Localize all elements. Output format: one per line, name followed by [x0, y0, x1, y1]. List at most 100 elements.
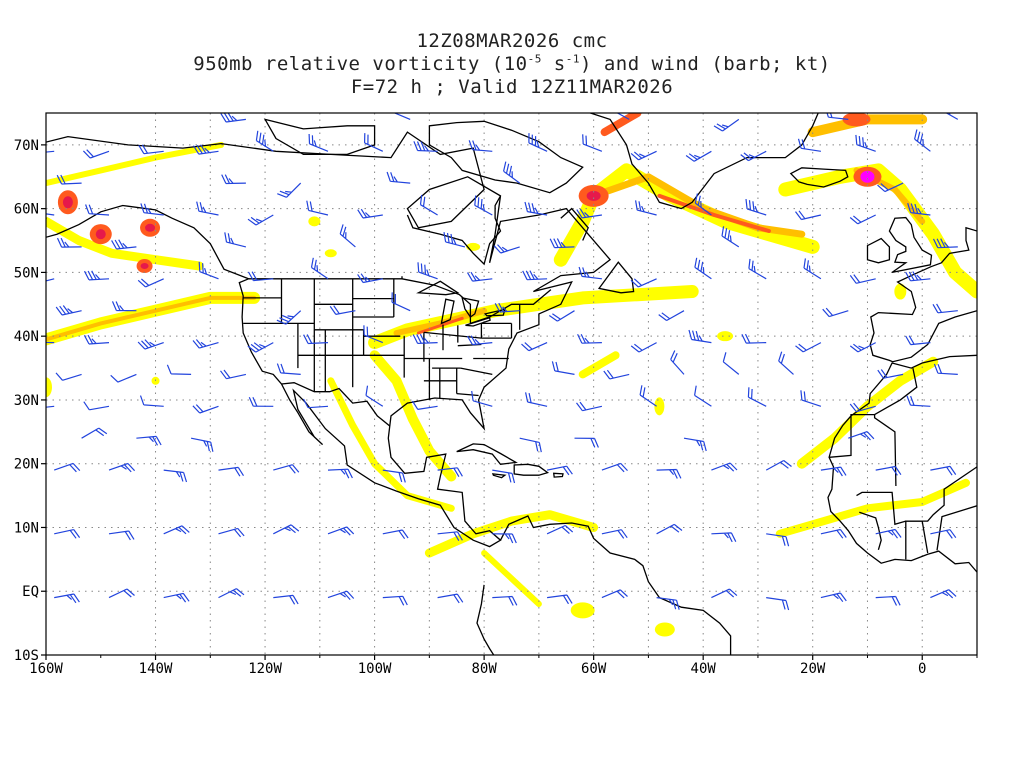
wind-barb: [163, 469, 188, 483]
wind-barb: [741, 333, 767, 344]
country-border: [829, 413, 897, 487]
x-tick-label: 0: [918, 661, 926, 677]
vorticity-max: [860, 170, 875, 183]
country-border: [905, 520, 929, 560]
wind-barb: [932, 238, 958, 249]
wind-barb: [466, 335, 493, 346]
axis-ticks: 160W 140W 120W 100W 80W 60W 40W 20W 0 10S EQ 10N 20N…: [14, 138, 978, 677]
wind-barb: [713, 118, 740, 132]
wind-barb: [474, 195, 493, 216]
wind-barb: [601, 462, 628, 473]
wind-barb: [437, 593, 464, 604]
wind-barb: [218, 466, 245, 477]
vorticity-band: [369, 350, 457, 482]
coastline-europe: [869, 226, 977, 363]
wind-barb: [329, 305, 356, 315]
coastline-baffin-island: [428, 120, 584, 194]
coastline-cuba: [456, 443, 518, 465]
wind-barb: [576, 208, 602, 219]
y-tick-label: 20N: [14, 457, 39, 473]
wind-barbs: [46, 113, 959, 611]
wind-barb: [218, 588, 245, 599]
vorticity-max: [95, 229, 106, 240]
wind-barb: [357, 273, 383, 284]
vorticity-band: [416, 316, 464, 335]
vorticity-max: [145, 223, 156, 232]
wind-barb: [521, 342, 548, 352]
vorticity-patch: [654, 397, 665, 416]
wind-barb: [137, 278, 164, 288]
wind-barb: [875, 528, 902, 539]
wind-barb: [83, 401, 110, 411]
coastline-north-america: [46, 131, 612, 548]
wind-barb: [220, 369, 247, 380]
vorticity-patch: [46, 377, 52, 398]
y-tick-label: 40N: [14, 329, 39, 345]
wind-barb: [198, 261, 219, 280]
wind-barb: [546, 524, 574, 535]
coastline-iceland: [789, 167, 849, 188]
wind-barb: [218, 527, 245, 538]
wind-barb: [196, 201, 219, 216]
wind-barb: [365, 385, 384, 407]
title-line-1: 12Z08MAR2026 cmc: [416, 30, 608, 52]
vorticity-band: [657, 193, 771, 233]
wind-barb: [877, 182, 904, 193]
wind-barb: [685, 150, 712, 162]
wind-barb: [711, 588, 738, 599]
coastline-newfoundland: [597, 261, 635, 294]
wind-barb: [46, 150, 55, 153]
wind-barb: [930, 589, 957, 599]
wind-barb: [363, 325, 384, 344]
y-tick-label: 60N: [14, 202, 39, 218]
wind-barb: [820, 592, 847, 603]
x-tick-label: 40W: [691, 661, 717, 677]
wind-barb: [849, 342, 876, 353]
wind-barb: [630, 150, 657, 161]
coastline-africa: [827, 354, 977, 573]
wind-barb: [603, 369, 630, 380]
coastlines: [46, 113, 977, 655]
great-lake-huron: [461, 297, 480, 318]
country-border: [874, 367, 918, 416]
wind-barb: [468, 140, 493, 152]
wind-barb: [492, 533, 517, 544]
wind-barb: [247, 271, 274, 282]
vorticity-band: [368, 285, 699, 350]
wind-barb: [391, 292, 411, 312]
country-border: [936, 505, 977, 551]
x-tick-label: 160W: [29, 661, 63, 677]
wind-barb: [855, 134, 876, 152]
wind-barb: [53, 462, 81, 473]
vorticity-patch: [717, 331, 734, 342]
wind-barb: [327, 526, 355, 536]
wind-barb: [635, 200, 657, 216]
wind-barb: [493, 244, 520, 254]
vorticity-band: [481, 550, 542, 607]
wind-barb: [382, 469, 406, 483]
wind-barb: [848, 431, 875, 441]
y-tick-label: 30N: [14, 393, 39, 409]
wind-barb: [492, 469, 516, 484]
vorticity-band: [46, 291, 261, 346]
wind-barb: [85, 204, 110, 216]
vorticity-patch: [324, 249, 337, 258]
wind-barb: [576, 401, 603, 412]
wind-barb: [108, 588, 135, 599]
wind-barb: [740, 150, 767, 162]
wind-barb: [766, 597, 790, 611]
wind-barb: [247, 342, 274, 353]
wind-barb: [630, 278, 657, 288]
wind-barb: [656, 468, 682, 479]
wind-barb: [930, 529, 957, 539]
wind-barb: [220, 113, 246, 123]
vorticity-patch: [308, 216, 321, 227]
wind-barb: [83, 270, 110, 281]
state-border: [460, 367, 493, 376]
wind-barb: [906, 395, 931, 407]
wind-barb: [711, 462, 738, 472]
wind-barb: [503, 161, 521, 184]
wind-barb: [413, 141, 438, 152]
wind-barb: [108, 530, 135, 541]
coastline-labrador: [560, 207, 589, 241]
